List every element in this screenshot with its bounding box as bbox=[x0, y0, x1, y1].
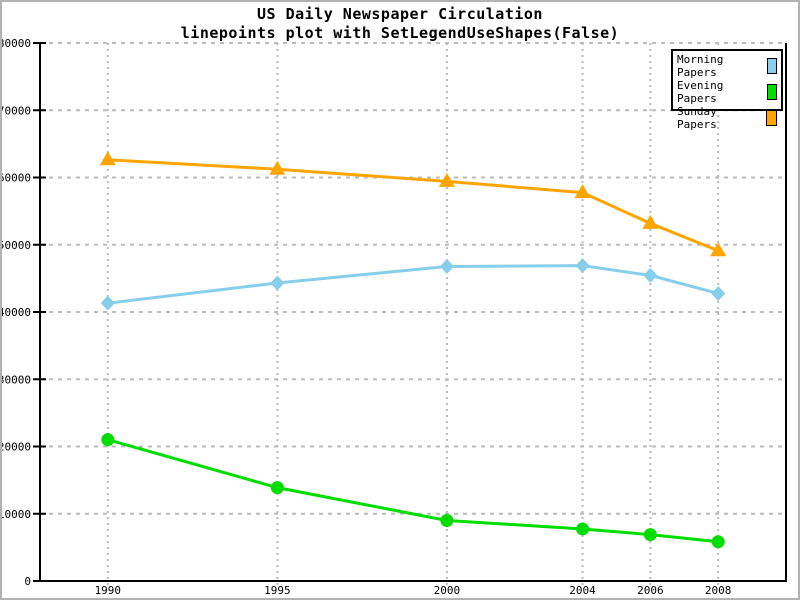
data-point-marker-evening-papers bbox=[101, 433, 115, 447]
y-tick-label: 60000 bbox=[0, 172, 31, 185]
data-point-marker-morning-papers bbox=[643, 267, 658, 283]
y-tick-label: 40000 bbox=[0, 306, 31, 319]
data-point-marker-morning-papers bbox=[575, 258, 590, 274]
x-tick-label: 1995 bbox=[264, 584, 291, 597]
data-point-marker-evening-papers bbox=[270, 481, 284, 495]
y-tick-label: 0 bbox=[24, 575, 31, 588]
data-point-marker-sunday-papers bbox=[99, 151, 116, 166]
series-line-evening-papers bbox=[107, 438, 719, 544]
legend-label: Morning Papers bbox=[677, 53, 724, 79]
legend-swatch bbox=[766, 58, 777, 74]
x-tick-label: 2000 bbox=[434, 584, 461, 597]
chart-subtitle: linepoints plot with SetLegendUseShapes(… bbox=[180, 24, 620, 42]
legend-item-morning-papers: Morning Papers bbox=[677, 53, 777, 79]
data-point-marker-sunday-papers bbox=[269, 160, 286, 175]
y-tick-label: 20000 bbox=[0, 441, 31, 454]
legend-item-sunday-papers: Sunday Papers bbox=[677, 105, 777, 131]
y-tick-label: 80000 bbox=[0, 37, 31, 50]
data-point-marker-sunday-papers bbox=[438, 172, 455, 187]
data-point-marker-evening-papers bbox=[711, 535, 725, 549]
x-tick-label: 1990 bbox=[95, 584, 122, 597]
data-point-marker-sunday-papers bbox=[642, 214, 659, 229]
data-point-marker-evening-papers bbox=[440, 513, 454, 527]
legend-swatch bbox=[766, 84, 777, 100]
y-tick-label: 10000 bbox=[0, 508, 31, 521]
data-point-marker-evening-papers bbox=[576, 522, 590, 536]
legend-label: Sunday Papers bbox=[677, 105, 717, 131]
data-point-marker-sunday-papers bbox=[710, 242, 727, 257]
legend-swatch bbox=[766, 110, 777, 126]
y-tick-label: 50000 bbox=[0, 239, 31, 252]
data-point-marker-morning-papers bbox=[711, 285, 726, 301]
series-line-morning-papers bbox=[107, 264, 719, 305]
data-point-marker-morning-papers bbox=[439, 258, 454, 274]
data-point-marker-evening-papers bbox=[643, 528, 657, 542]
y-tick-label: 30000 bbox=[0, 373, 31, 386]
chart-title: US Daily Newspaper Circulation bbox=[257, 5, 543, 23]
data-point-marker-morning-papers bbox=[100, 295, 115, 311]
y-tick-label: 70000 bbox=[0, 104, 31, 117]
legend-item-evening-papers: Evening Papers bbox=[677, 79, 777, 105]
x-tick-label: 2004 bbox=[569, 584, 596, 597]
data-point-marker-sunday-papers bbox=[574, 184, 591, 199]
series-line-sunday-papers bbox=[107, 158, 719, 253]
legend-label: Evening Papers bbox=[677, 79, 724, 105]
data-point-marker-morning-papers bbox=[270, 275, 285, 291]
x-tick-label: 2008 bbox=[705, 584, 732, 597]
legend: Morning Papers Evening Papers Sunday Paper… bbox=[671, 49, 783, 131]
x-tick-label: 2006 bbox=[637, 584, 664, 597]
